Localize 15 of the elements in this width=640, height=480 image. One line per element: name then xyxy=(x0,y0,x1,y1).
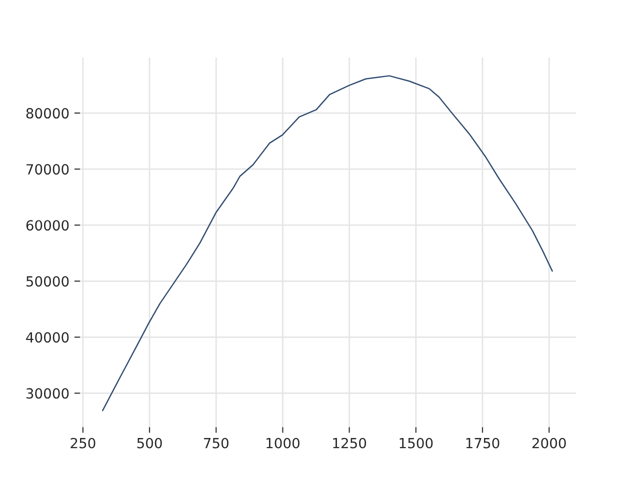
y-tick-label: 70000 xyxy=(26,164,69,175)
x-tick-label: 1000 xyxy=(266,438,300,448)
x-tick-label: 1500 xyxy=(400,438,433,448)
x-tick-label: 1250 xyxy=(333,438,366,448)
line-series xyxy=(102,75,553,412)
y-tick-label: 50000 xyxy=(26,276,69,287)
y-tick-label: 60000 xyxy=(26,220,69,231)
y-tick-label: 40000 xyxy=(26,332,69,343)
x-tick-label: 2000 xyxy=(532,438,566,448)
x-tick-label: 500 xyxy=(137,438,162,448)
y-tick-label: 80000 xyxy=(26,108,69,119)
x-tick-label: 250 xyxy=(70,438,96,448)
y-tick-label: 30000 xyxy=(26,388,69,399)
x-tick-label: 1750 xyxy=(466,438,500,448)
x-tick-label: 750 xyxy=(204,438,228,448)
